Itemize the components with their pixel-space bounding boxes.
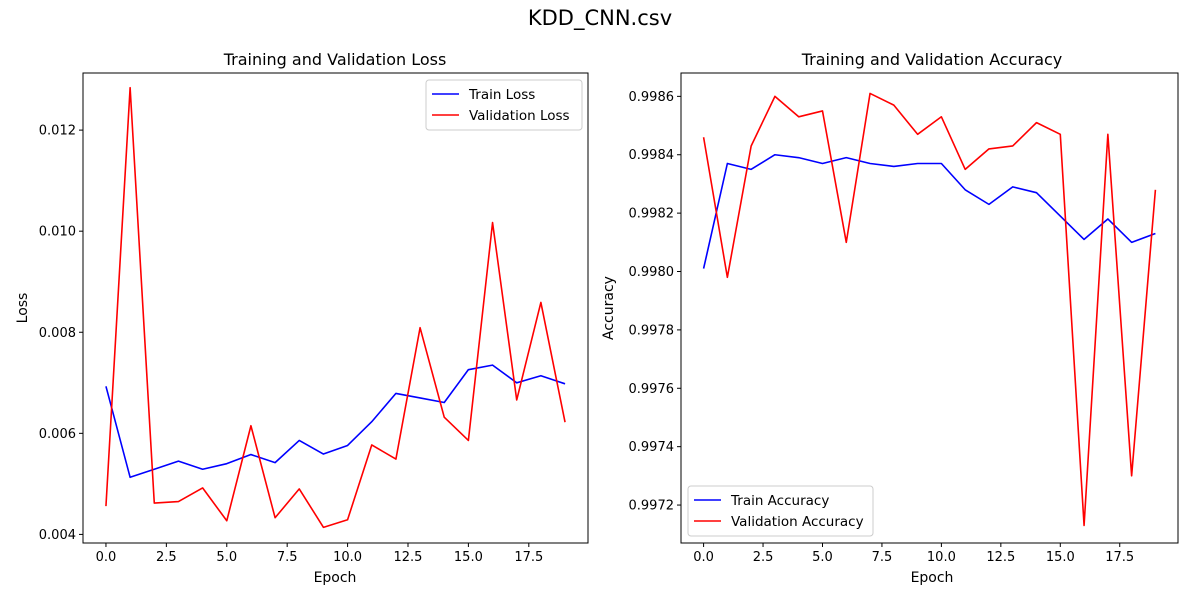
accuracy-y-tick-label: 0.9974 [629, 440, 675, 455]
loss-x-tick-label: 12.5 [394, 550, 423, 565]
accuracy-x-axis-label: Epoch [911, 570, 954, 586]
loss-x-tick-label: 5.0 [216, 550, 237, 565]
accuracy-x-tick-label: 12.5 [986, 550, 1015, 565]
loss-chart-title: Training and Validation Loss [223, 50, 447, 69]
loss-x-axis-label: Epoch [314, 570, 357, 586]
accuracy-y-tick-label: 0.9978 [629, 323, 675, 338]
loss-y-tick-label: 0.010 [39, 225, 76, 240]
accuracy-y-tick-label: 0.9986 [629, 90, 675, 105]
accuracy-legend-box [687, 485, 874, 537]
accuracy-chart: Training and Validation Accuracy Epoch A… [601, 50, 1179, 586]
loss-x-tick-label: 7.5 [277, 550, 298, 565]
loss-x-tick-label: 15.0 [454, 550, 483, 565]
accuracy-legend-label: Validation Accuracy [731, 514, 864, 530]
loss-chart: Training and Validation Loss Epoch Loss … [15, 50, 589, 586]
accuracy-series-line-validation [702, 92, 1157, 527]
accuracy-y-tick-label: 0.9984 [629, 148, 675, 163]
loss-axes-frame [82, 72, 589, 544]
loss-x-tick-label: 0.0 [96, 550, 117, 565]
accuracy-legend: Train Accuracy Validation Accuracy [687, 485, 874, 537]
loss-x-tick-label: 10.0 [333, 550, 362, 565]
accuracy-x-tick-label: 10.0 [927, 550, 956, 565]
accuracy-x-tick-label: 7.5 [872, 550, 893, 565]
loss-y-tick-label: 0.006 [39, 427, 76, 442]
accuracy-y-tick-label: 0.9976 [629, 382, 675, 397]
loss-legend-label: Train Loss [468, 87, 535, 103]
accuracy-y-tick-label: 0.9982 [629, 207, 675, 222]
loss-legend: Train Loss Validation Loss [425, 79, 583, 131]
loss-y-tick-label: 0.012 [39, 124, 76, 139]
accuracy-chart-title: Training and Validation Accuracy [801, 50, 1063, 69]
accuracy-series-line-train [702, 153, 1156, 269]
figure-title: KDD_CNN.csv [527, 6, 673, 30]
loss-legend-label: Validation Loss [469, 108, 570, 124]
accuracy-x-tick-label: 15.0 [1046, 550, 1075, 565]
loss-x-tick-label: 2.5 [156, 550, 177, 565]
accuracy-x-tick-label: 17.5 [1105, 550, 1134, 565]
loss-y-axis-label: Loss [15, 293, 31, 324]
loss-series-line-train [105, 364, 566, 479]
loss-y-tick-label: 0.004 [39, 528, 76, 543]
loss-series-line-validation [105, 86, 566, 529]
accuracy-x-tick-label: 0.0 [693, 550, 714, 565]
loss-legend-box [425, 79, 583, 131]
accuracy-x-tick-label: 2.5 [753, 550, 774, 565]
accuracy-y-tick-label: 0.9980 [629, 265, 675, 280]
loss-y-tick-label: 0.008 [39, 326, 76, 341]
loss-x-tick-label: 17.5 [514, 550, 543, 565]
accuracy-x-tick-label: 5.0 [812, 550, 833, 565]
accuracy-y-tick-label: 0.9972 [629, 499, 675, 514]
accuracy-y-axis-label: Accuracy [601, 276, 617, 340]
accuracy-axes-frame [680, 72, 1179, 544]
accuracy-legend-label: Train Accuracy [730, 493, 829, 509]
